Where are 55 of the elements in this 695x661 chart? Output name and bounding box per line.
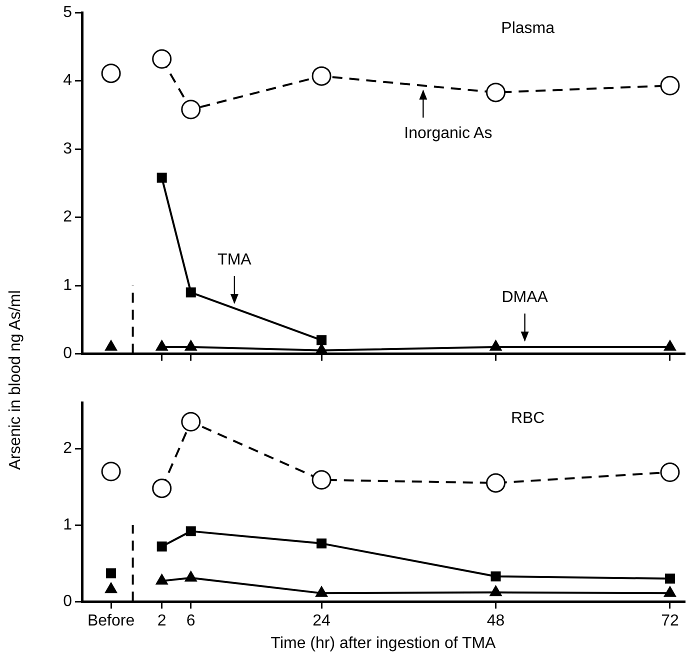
y-tick-label: 2 xyxy=(63,440,72,457)
point xyxy=(664,574,675,584)
y-tick-label: 1 xyxy=(63,516,72,534)
point xyxy=(316,586,328,597)
point xyxy=(152,49,172,69)
point xyxy=(152,478,172,498)
point xyxy=(106,568,116,578)
annotation: Inorganic As xyxy=(404,125,492,142)
point xyxy=(156,542,167,552)
y-tick-label: 1 xyxy=(63,276,72,294)
point xyxy=(186,526,196,536)
y-tick-label: 3 xyxy=(63,140,72,158)
point xyxy=(186,287,196,298)
point xyxy=(312,470,332,490)
y-tick-label: 5 xyxy=(63,4,72,22)
x-tick-label: 6 xyxy=(186,612,196,630)
chart-title: Plasma xyxy=(501,20,555,38)
y-tick-label: 0 xyxy=(63,593,72,610)
point xyxy=(490,571,501,582)
point xyxy=(660,76,680,96)
point xyxy=(105,582,117,594)
x-tick-label: 48 xyxy=(486,612,505,630)
point xyxy=(316,335,327,346)
y-tick-label: 4 xyxy=(63,72,72,90)
point xyxy=(664,340,676,351)
x-tick-label: 2 xyxy=(157,612,166,630)
annotation: DMAA xyxy=(502,288,548,306)
point xyxy=(105,340,117,351)
x-tick-label: Before xyxy=(87,612,135,630)
y-axis-title: Arsenic in blood ng As/ml xyxy=(7,290,25,470)
point xyxy=(316,344,328,354)
point xyxy=(181,100,201,120)
point xyxy=(312,66,332,86)
point xyxy=(184,571,197,582)
point xyxy=(490,586,502,596)
point xyxy=(660,462,680,482)
point xyxy=(184,340,197,351)
point xyxy=(181,412,201,432)
point xyxy=(156,172,167,183)
x-tick-label: 72 xyxy=(661,612,679,630)
point xyxy=(664,586,676,597)
point xyxy=(156,574,168,585)
point xyxy=(101,64,121,84)
x-axis-title: Time (hr) after ingestion of TMA xyxy=(270,634,496,652)
point xyxy=(101,462,121,482)
point xyxy=(486,82,506,102)
y-tick-label: 0 xyxy=(63,345,72,362)
x-tick-label: 24 xyxy=(312,612,331,630)
point xyxy=(156,340,168,351)
annotation: TMA xyxy=(218,251,252,268)
point xyxy=(490,340,502,351)
chart-title: RBC xyxy=(510,410,545,428)
point xyxy=(316,538,327,548)
y-tick-label: 2 xyxy=(63,208,72,226)
point xyxy=(486,473,506,493)
